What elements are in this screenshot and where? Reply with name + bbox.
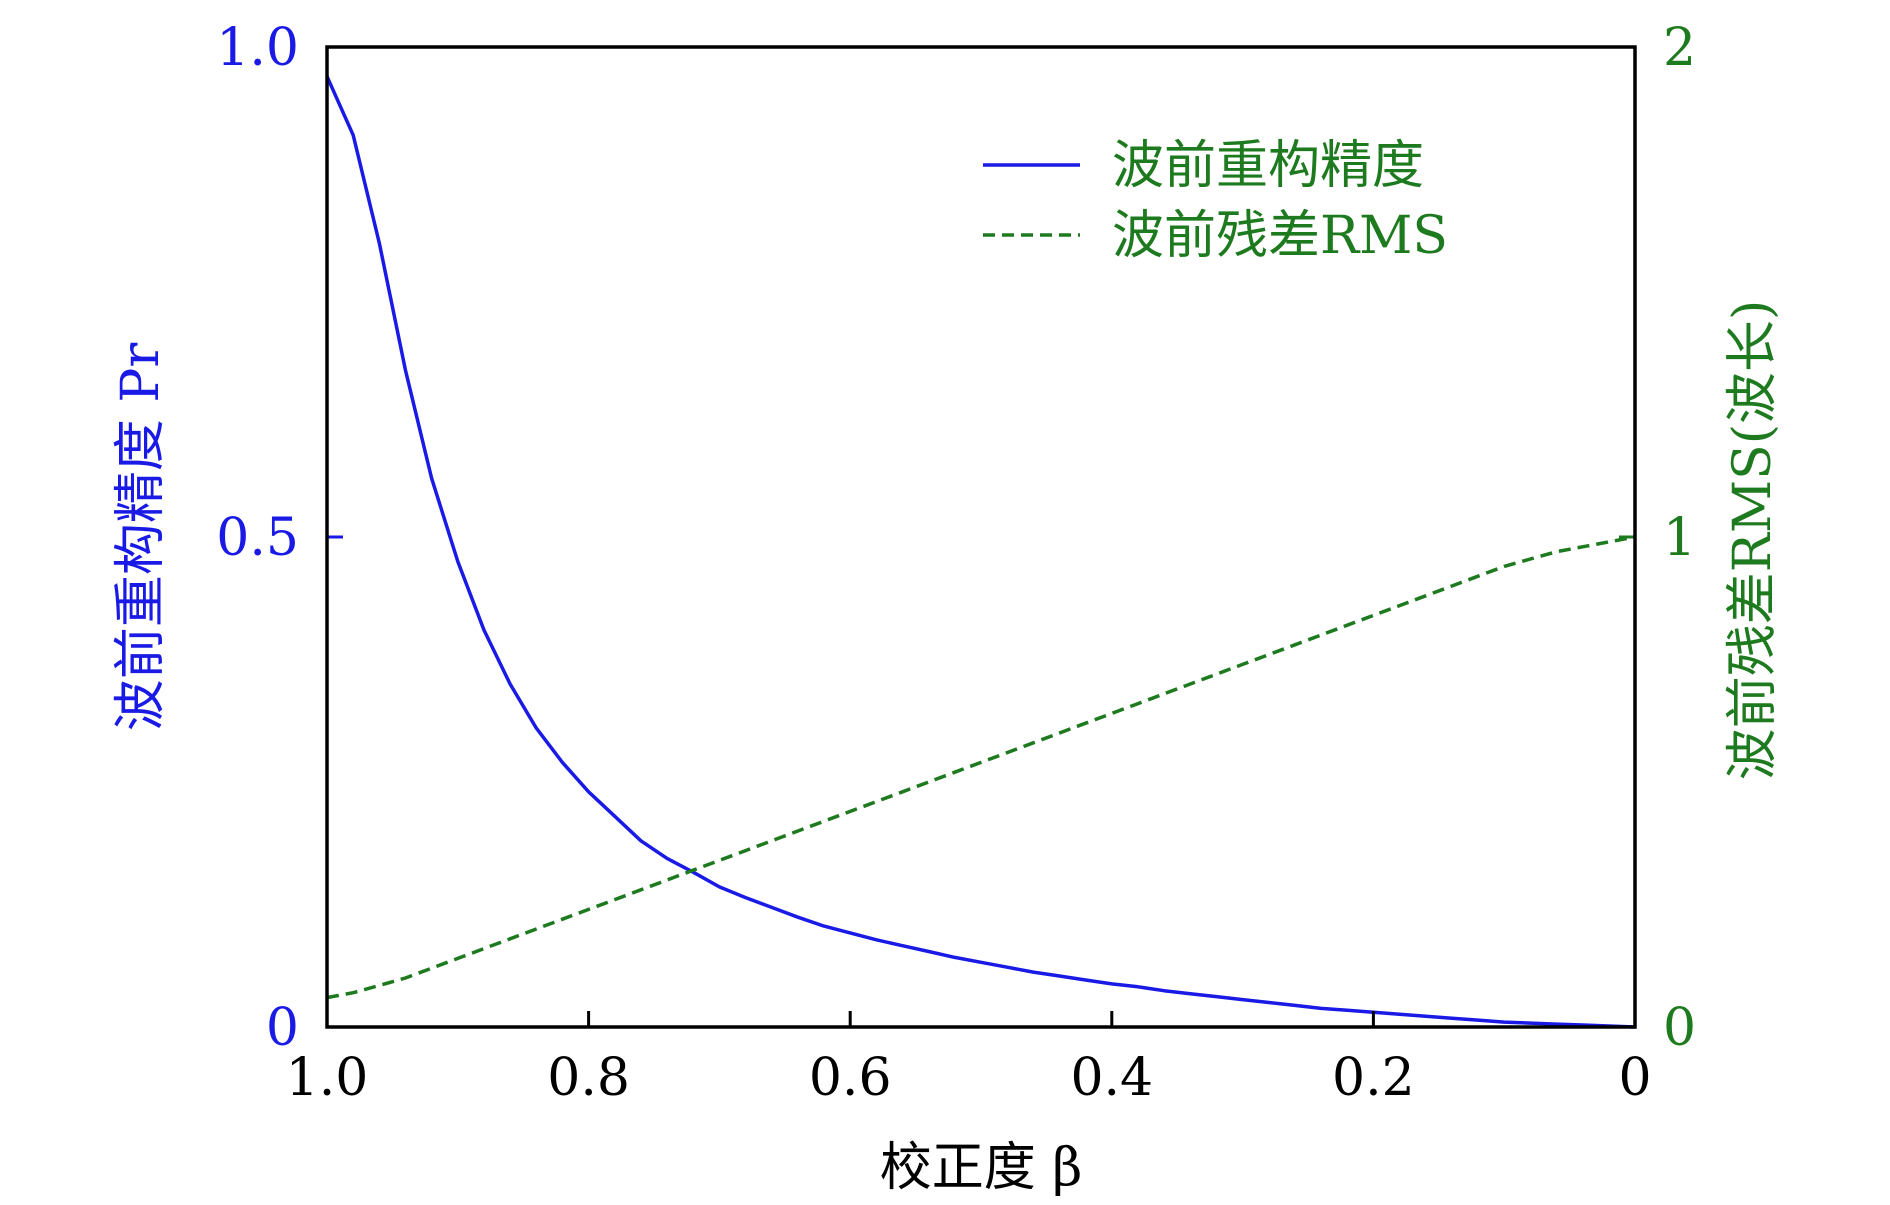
plot-area [325,75,1636,1029]
y-axis-right-title: 波前残差RMS(波长) [1723,300,1783,781]
x-tick-label: 1.0 [286,1048,369,1108]
x-tick-label: 0.4 [1070,1048,1153,1108]
legend-label-reconstruction-accuracy: 波前重构精度 [1112,136,1424,196]
x-tick-label: 0.2 [1332,1048,1415,1108]
y-axis-left-title: 波前重构精度 Pr [111,343,171,732]
y-right-tick-label: 2 [1663,18,1696,78]
y-right-tick-label: 1 [1663,508,1696,568]
series-line-reconstruction-accuracy [325,75,1636,1029]
legend-label-residual-rms: 波前残差RMS [1112,206,1448,266]
x-tick-label: 0 [1618,1048,1651,1108]
y-right-tick-label: 0 [1663,998,1696,1058]
y-left-tick-label: 0 [266,998,299,1058]
y-left-tick-label: 1.0 [216,18,299,78]
legend: 波前重构精度 波前残差RMS [983,136,1448,266]
x-tick-label: 0.6 [809,1048,892,1108]
plot-frame [325,45,1637,1029]
y-left-tick-label: 0.5 [216,508,299,568]
x-axis-title: 校正度 β [880,1138,1083,1198]
series-line-residual-rms [326,535,1636,1000]
x-tick-label: 0.8 [547,1048,630,1108]
